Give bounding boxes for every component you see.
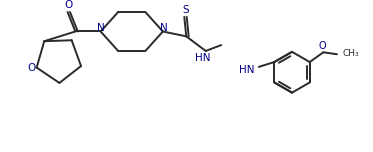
Text: O: O [65, 0, 73, 10]
Text: HN: HN [239, 65, 255, 75]
Text: N: N [97, 23, 104, 33]
Text: O: O [28, 63, 36, 73]
Text: S: S [182, 5, 189, 15]
Text: O: O [319, 41, 326, 52]
Text: N: N [160, 23, 168, 33]
Text: CH₃: CH₃ [343, 49, 360, 58]
Text: HN: HN [195, 53, 210, 63]
